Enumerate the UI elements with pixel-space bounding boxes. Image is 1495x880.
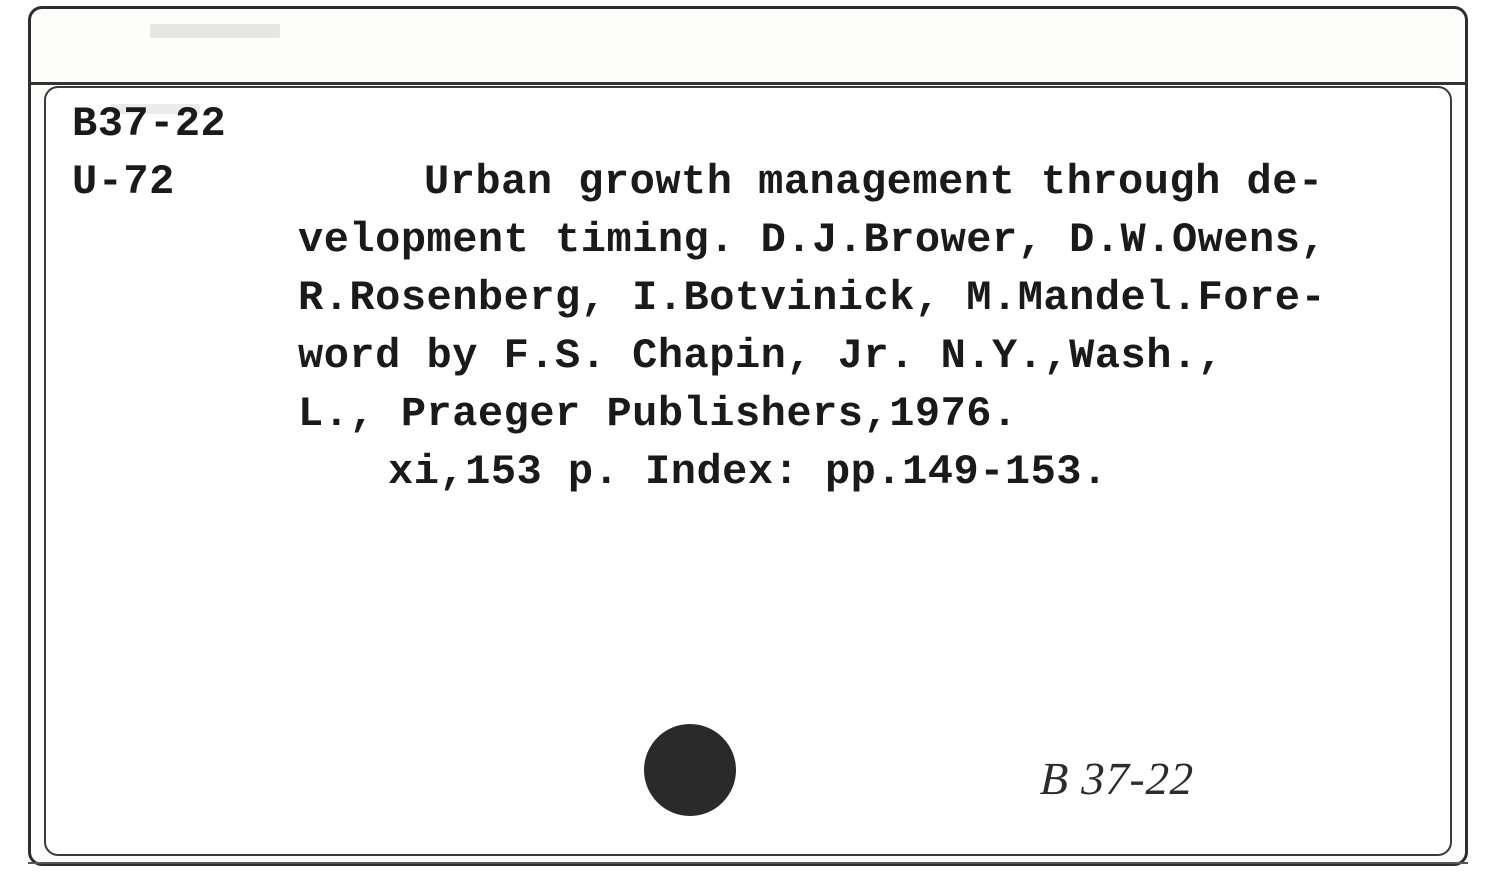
card-rule-bottom [28, 862, 1468, 864]
handwritten-note: B 37-22 [1039, 752, 1195, 805]
punch-hole [644, 724, 736, 816]
catalog-text-line: L., Praeger Publishers,1976. [298, 390, 1018, 438]
catalog-text-line: R.Rosenberg, I.Botvinick, M.Mandel.Fore- [298, 274, 1326, 322]
catalog-text-line: word by F.S. Chapin, Jr. N.Y.,Wash., [298, 332, 1223, 380]
paper-smudge [150, 24, 280, 38]
call-number-line-1: B37-22 [72, 100, 226, 148]
call-number-line-2: U-72 [72, 158, 175, 206]
catalog-text-line: Urban growth management through de- [424, 158, 1324, 206]
catalog-text-line: velopment timing. D.J.Brower, D.W.Owens, [298, 216, 1326, 264]
catalog-text-line: xi,153 p. Index: pp.149-153. [388, 448, 1108, 496]
card-rule-top [28, 82, 1468, 85]
